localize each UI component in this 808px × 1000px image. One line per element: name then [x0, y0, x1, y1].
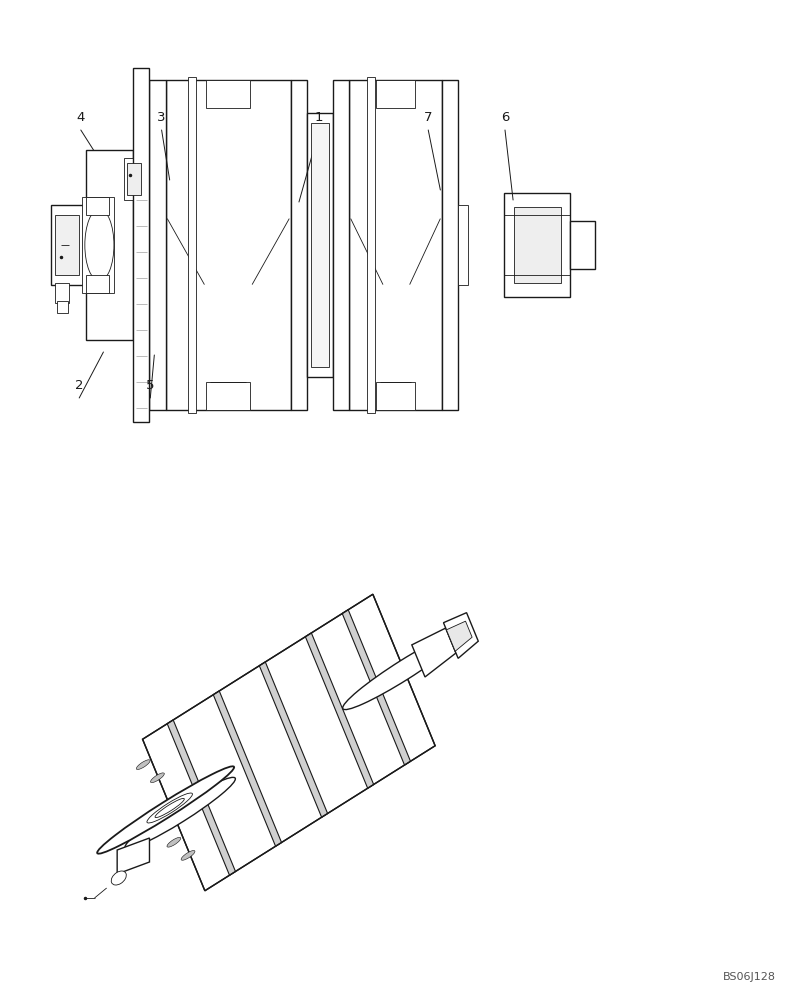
- Ellipse shape: [137, 760, 150, 769]
- Polygon shape: [412, 628, 456, 677]
- Bar: [55, 215, 79, 275]
- Ellipse shape: [85, 209, 114, 281]
- Ellipse shape: [181, 851, 195, 860]
- Bar: [206, 382, 250, 410]
- Polygon shape: [446, 621, 472, 651]
- Bar: [514, 207, 561, 283]
- Text: 5: 5: [146, 379, 154, 392]
- Bar: [333, 80, 349, 410]
- Bar: [349, 80, 442, 410]
- Bar: [377, 382, 415, 410]
- Text: 2: 2: [75, 379, 83, 392]
- Polygon shape: [444, 613, 478, 658]
- Bar: [86, 275, 109, 293]
- Ellipse shape: [147, 793, 192, 823]
- Bar: [291, 80, 307, 410]
- Polygon shape: [343, 610, 410, 765]
- Polygon shape: [305, 633, 373, 788]
- Polygon shape: [142, 594, 436, 891]
- Bar: [166, 80, 291, 410]
- Bar: [206, 80, 250, 108]
- Bar: [127, 163, 141, 195]
- Text: 1: 1: [315, 111, 323, 124]
- Text: 4: 4: [77, 111, 85, 124]
- Text: 7: 7: [424, 111, 432, 124]
- Bar: [133, 68, 149, 422]
- Bar: [458, 205, 468, 285]
- Ellipse shape: [97, 766, 234, 854]
- Polygon shape: [259, 662, 327, 817]
- Bar: [149, 80, 166, 410]
- Bar: [82, 197, 114, 293]
- Ellipse shape: [155, 798, 184, 818]
- Bar: [83, 225, 86, 265]
- Ellipse shape: [112, 871, 126, 885]
- Ellipse shape: [343, 630, 465, 710]
- Text: 6: 6: [501, 111, 509, 124]
- Text: 3: 3: [158, 111, 166, 124]
- Polygon shape: [213, 691, 281, 846]
- Polygon shape: [117, 838, 149, 874]
- Bar: [570, 221, 595, 269]
- Bar: [442, 80, 458, 410]
- Bar: [57, 301, 68, 313]
- Polygon shape: [167, 720, 235, 875]
- Bar: [377, 80, 415, 108]
- Bar: [51, 205, 83, 285]
- Bar: [124, 158, 144, 200]
- Bar: [504, 193, 570, 297]
- Bar: [307, 113, 333, 377]
- Text: BS06J128: BS06J128: [722, 972, 776, 982]
- Bar: [367, 77, 375, 413]
- Ellipse shape: [125, 777, 235, 849]
- Bar: [311, 123, 329, 367]
- Bar: [55, 283, 69, 303]
- Bar: [188, 77, 196, 413]
- Bar: [86, 150, 133, 340]
- Ellipse shape: [167, 837, 181, 847]
- Ellipse shape: [150, 773, 164, 783]
- Bar: [86, 197, 109, 215]
